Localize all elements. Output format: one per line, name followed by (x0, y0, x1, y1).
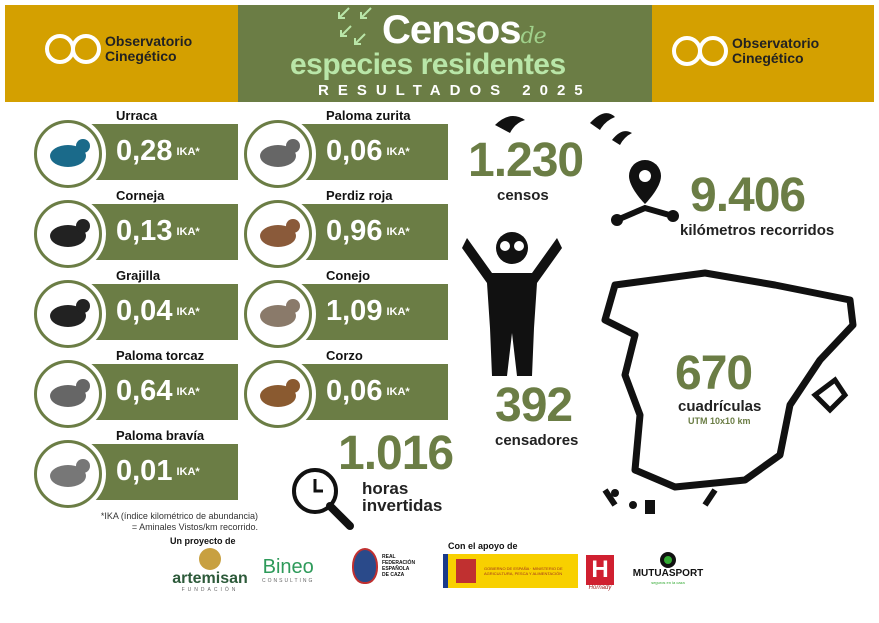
animal-icon (50, 299, 90, 327)
animal-icon (50, 379, 90, 407)
person-icon (462, 232, 562, 376)
project-label: Un proyecto de (170, 536, 236, 546)
animal-icon (50, 139, 90, 167)
species-value: 0,96 IKA* (326, 215, 410, 247)
animal-icon (260, 139, 300, 167)
species-value: 0,06 IKA* (326, 135, 410, 167)
species-value: 0,01 IKA* (116, 455, 200, 487)
species-image-frame (240, 196, 316, 272)
animal-icon (260, 299, 300, 327)
artemisan-logo: artemisan FUNDACIÓN (170, 548, 250, 593)
species-value: 0,28 IKA* (116, 135, 200, 167)
title-censos: Censosde (382, 8, 547, 52)
species-image-frame (240, 356, 316, 432)
km-value: 9.406 (690, 169, 806, 222)
animal-icon (260, 379, 300, 407)
km-label: kilómetros recorridos (680, 222, 835, 239)
ika-footnote: *IKA (índice kilométrico de abundancia) =… (100, 511, 258, 532)
header-left (5, 5, 238, 102)
species-card: Perdiz roja 0,96 IKA* (240, 188, 450, 272)
arrows-icon (338, 7, 372, 45)
cuadriculas-value: 670 (675, 347, 753, 400)
title-especies: especies residentes (290, 48, 566, 81)
bineo-logo: Bineo CONSULTING (262, 556, 315, 584)
clock-magnifier-icon (292, 468, 354, 530)
censos-label: censos (497, 187, 549, 204)
censadores-label: censadores (495, 432, 579, 449)
species-name: Corzo (326, 348, 363, 363)
species-card: Corneja 0,13 IKA* (30, 188, 240, 272)
spain-map-icon (601, 269, 857, 514)
animal-icon (50, 459, 90, 487)
gobierno-logo: GOBIERNO DE ESPAÑA · MINISTERIO DE AGRIC… (443, 554, 578, 588)
horas-value: 1.016 (338, 427, 454, 480)
observatorio-logo-right: Observatorio Cinegético (672, 36, 819, 66)
mutuasport-logo: MUTUASPORT seguros en la caza (628, 552, 708, 585)
rings-icon (45, 34, 101, 64)
species-name: Grajilla (116, 268, 161, 283)
species-card: Grajilla 0,04 IKA* (30, 268, 240, 352)
species-card: Corzo 0,06 IKA* (240, 348, 450, 432)
species-image-frame (240, 276, 316, 352)
censos-value: 1.230 (468, 134, 584, 187)
species-image-frame (240, 116, 316, 192)
observatorio-logo-left: Observatorio Cinegético (45, 34, 192, 64)
species-name: Corneja (116, 188, 165, 203)
species-value: 1,09 IKA* (326, 295, 410, 327)
species-name: Perdiz roja (326, 188, 393, 203)
title-resultados: RESULTADOS 2025 (318, 82, 592, 99)
species-image-frame (30, 276, 106, 352)
species-image-frame (30, 116, 106, 192)
horas-label: horas invertidas (362, 479, 443, 515)
species-value: 0,13 IKA* (116, 215, 200, 247)
species-card: Paloma zurita 0,06 IKA* (240, 108, 450, 192)
species-image-frame (30, 436, 106, 512)
species-card: Paloma bravía 0,01 IKA* (30, 428, 240, 512)
species-name: Paloma torcaz (116, 348, 205, 363)
cuadriculas-sub: UTM 10x10 km (688, 416, 751, 426)
species-image-frame (30, 356, 106, 432)
species-value: 0,06 IKA* (326, 375, 410, 407)
species-name: Paloma bravía (116, 428, 205, 443)
rfec-logo: REAL FEDERACIÓN ESPAÑOLA DE CAZA (352, 548, 416, 584)
species-value: 0,64 IKA* (116, 375, 200, 407)
support-label: Con el apoyo de (448, 541, 518, 551)
header-center (238, 5, 652, 102)
species-card: Conejo 1,09 IKA* (240, 268, 450, 352)
species-name: Paloma zurita (326, 108, 411, 123)
hornady-logo: H Hornady (586, 555, 614, 592)
animal-icon (50, 219, 90, 247)
species-image-frame (30, 196, 106, 272)
rings-icon (672, 36, 728, 66)
species-value: 0,04 IKA* (116, 295, 200, 327)
species-name: Conejo (326, 268, 371, 283)
species-card: Paloma torcaz 0,64 IKA* (30, 348, 240, 432)
cuadriculas-label: cuadrículas (678, 398, 762, 415)
animal-icon (260, 219, 300, 247)
route-pin-icon (611, 160, 679, 226)
censadores-value: 392 (495, 379, 573, 432)
species-name: Urraca (116, 108, 158, 123)
species-card: Urraca 0,28 IKA* (30, 108, 240, 192)
birds-icon (495, 113, 632, 145)
